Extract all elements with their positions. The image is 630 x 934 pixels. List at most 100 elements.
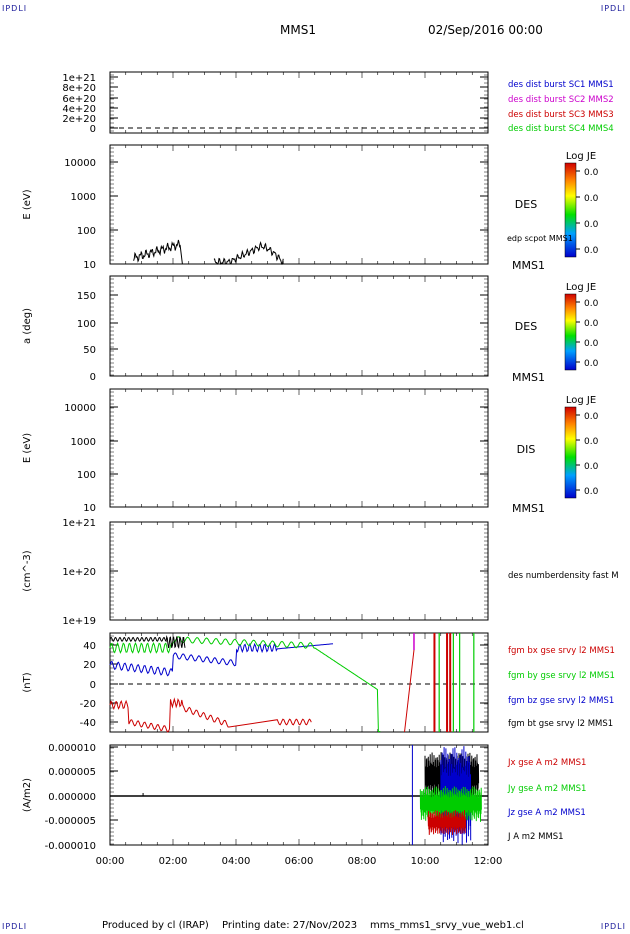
y-tick-label: 0 — [90, 124, 96, 135]
y-tick-label: 1e+21 — [62, 73, 96, 84]
colorbar-tick-label: 0.0 — [584, 437, 599, 447]
y-tick-label: 8e+20 — [62, 83, 96, 94]
colorbar — [564, 406, 577, 499]
colorbar-tick-label: 0.0 — [584, 194, 599, 204]
y-tick-label: 10000 — [64, 158, 96, 169]
legend-entry: Jz gse A m2 MMS1 — [507, 808, 586, 818]
y-tick-label: 10 — [83, 503, 96, 514]
page-date: 02/Sep/2016 00:00 — [428, 23, 543, 37]
legend-entry: fgm bt gse srvy l2 MMS1 — [508, 719, 613, 729]
legend-entry: des dist burst SC4 MMS4 — [508, 124, 614, 134]
y-tick-label: 1000 — [71, 192, 96, 203]
corner-logo-br: IPDLI — [600, 922, 626, 931]
y-tick-label: 100 — [77, 226, 96, 237]
footer-filename: mms_mms1_srvy_vue_web1.cl — [370, 920, 524, 931]
panel-frame — [109, 71, 489, 134]
colorbar-tick-label: 0.0 — [584, 339, 599, 349]
instrument-label: DES — [515, 198, 537, 211]
y-tick-label: 2e+20 — [62, 114, 96, 125]
j-burst-trace — [419, 785, 482, 822]
y-axis-label: a (deg) — [22, 308, 33, 344]
y-tick-label: 1e+21 — [62, 518, 96, 529]
scpot-line — [133, 239, 183, 265]
y-axis-label: (cm^-3) — [22, 550, 33, 591]
colorbar-title: Log JE — [566, 151, 596, 162]
y-tick-label: 6e+20 — [62, 94, 96, 105]
colorbar-tick-label: 0.0 — [584, 299, 599, 309]
colorbar-tick-label: 0.0 — [584, 359, 599, 369]
page-title: MMS1 — [280, 23, 316, 37]
panel-frame — [109, 388, 489, 508]
y-tick-label: 0 — [90, 680, 96, 691]
y-tick-label: 4e+20 — [62, 104, 96, 115]
y-tick-label: 1e+20 — [62, 567, 96, 578]
y-axis-label: E (eV) — [22, 433, 33, 463]
footer-printing-date: Printing date: 27/Nov/2023 — [222, 920, 358, 931]
y-tick-label: 150 — [77, 291, 96, 302]
colorbar-title: Log JE — [566, 395, 596, 406]
by-line — [109, 636, 381, 732]
corner-logo-bl: IPDLI — [2, 922, 28, 931]
overlay-label: edp scpot MMS1 — [507, 234, 573, 243]
colorbar — [564, 162, 577, 258]
y-tick-label: -0.000005 — [45, 816, 96, 827]
colorbar-tick-label: 0.0 — [584, 412, 599, 422]
footer-produced: Produced by cl (IRAP) — [102, 920, 209, 931]
y-tick-label: 1e+19 — [62, 616, 96, 627]
bx-line — [404, 649, 415, 733]
colorbar-tick-label: 0.0 — [584, 246, 599, 256]
x-tick-label: 04:00 — [222, 856, 251, 867]
y-axis-label: (A/m2) — [22, 778, 33, 812]
legend-entry: des numberdensity fast M — [508, 571, 619, 581]
spacecraft-label: MMS1 — [512, 502, 545, 515]
y-tick-label: 10000 — [64, 403, 96, 414]
legend-entry: des dist burst SC3 MMS3 — [508, 110, 614, 120]
colorbar-tick-label: 0.0 — [584, 319, 599, 329]
y-tick-label: 0.000000 — [48, 792, 96, 803]
x-tick-label: 12:00 — [474, 856, 503, 867]
x-tick-label: 08:00 — [348, 856, 377, 867]
legend-entry: des dist burst SC2 MMS2 — [508, 95, 614, 105]
scpot-line — [213, 240, 284, 266]
legend-entry: fgm bz gse srvy l2 MMS1 — [508, 696, 614, 706]
legend-entry: fgm by gse srvy l2 MMS1 — [508, 671, 615, 681]
colorbar-tick-label: 0.0 — [584, 487, 599, 497]
y-tick-label: 10 — [83, 260, 96, 271]
legend-entry: Jx gse A m2 MMS1 — [507, 758, 586, 768]
y-tick-label: 100 — [77, 319, 96, 330]
spacecraft-label: MMS1 — [512, 371, 545, 384]
colorbar — [564, 293, 577, 371]
y-axis-label: E (eV) — [22, 189, 33, 219]
y-tick-label: 100 — [77, 470, 96, 481]
y-tick-label: 40 — [83, 641, 96, 652]
spacecraft-label: MMS1 — [512, 259, 545, 272]
bt-line — [109, 635, 186, 649]
colorbar-title: Log JE — [566, 282, 596, 293]
legend-entry: J A m2 MMS1 — [507, 832, 564, 842]
panel-frame — [109, 275, 489, 377]
x-tick-label: 00:00 — [96, 856, 125, 867]
j-burst-trace — [427, 810, 467, 836]
instrument-label: DIS — [517, 443, 536, 456]
colorbar-tick-label: 0.0 — [584, 168, 599, 178]
legend-entry: fgm bx gse srvy l2 MMS1 — [508, 646, 615, 656]
x-tick-label: 10:00 — [411, 856, 440, 867]
y-tick-label: -0.000010 — [45, 841, 96, 852]
y-tick-label: 20 — [83, 660, 96, 671]
y-tick-label: 1000 — [71, 437, 96, 448]
y-tick-label: -40 — [80, 718, 96, 729]
y-tick-label: 50 — [83, 345, 96, 356]
corner-logo-tl: IPDLI — [2, 4, 28, 13]
panel-frame — [109, 521, 489, 621]
legend-entry: Jy gse A m2 MMS1 — [507, 784, 586, 794]
y-tick-label: -20 — [80, 699, 96, 710]
colorbar-tick-label: 0.0 — [584, 220, 599, 230]
corner-logo-tr: IPDLI — [600, 4, 626, 13]
legend-entry: des dist burst SC1 MMS1 — [508, 80, 614, 90]
y-tick-label: 0.000010 — [48, 743, 96, 754]
instrument-label: DES — [515, 320, 537, 333]
y-tick-label: 0.000005 — [48, 767, 96, 778]
x-tick-label: 02:00 — [159, 856, 188, 867]
y-axis-label: (nT) — [22, 672, 33, 692]
